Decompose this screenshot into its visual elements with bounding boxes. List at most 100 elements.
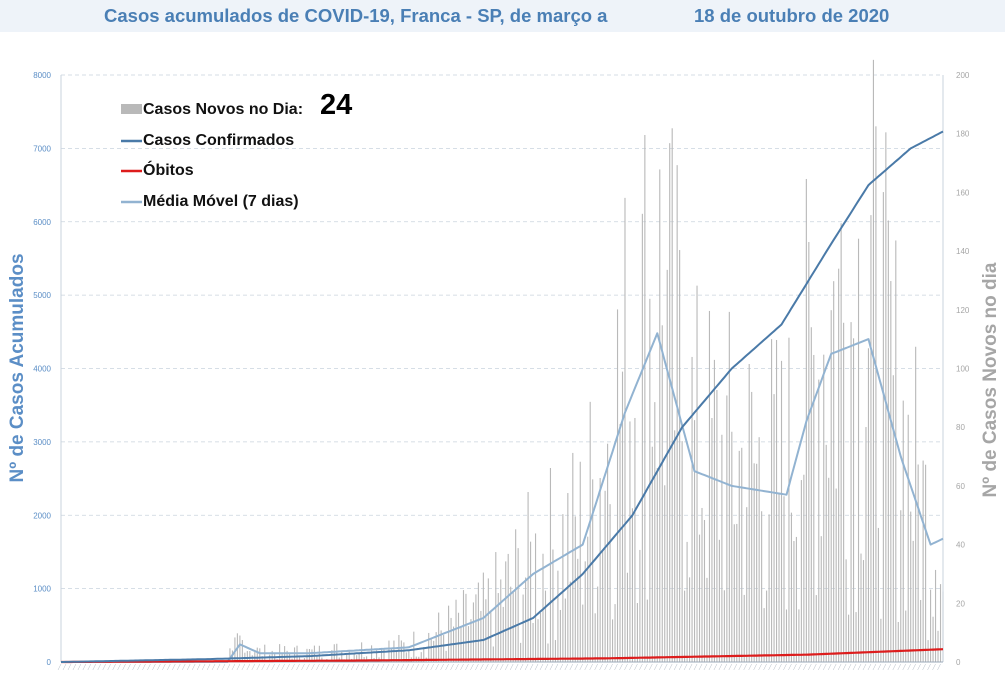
x-tick	[365, 663, 370, 671]
new-cases-bar	[318, 645, 320, 662]
new-cases-bar	[597, 586, 599, 662]
new-cases-bar	[840, 223, 842, 662]
x-tick	[852, 663, 857, 671]
new-cases-bar	[559, 609, 561, 662]
new-cases-bar	[413, 631, 415, 662]
new-cases-bar	[912, 540, 914, 662]
x-tick	[470, 663, 474, 671]
new-cases-bar	[800, 480, 802, 662]
right-axis-title: Nº de Casos Novos no dia	[980, 262, 1001, 497]
right-tick-label: 200	[956, 71, 970, 80]
x-tick	[415, 663, 419, 671]
x-tick	[604, 663, 608, 671]
grid-lines	[61, 74, 943, 590]
new-cases-bar	[746, 507, 748, 662]
x-tick	[723, 663, 728, 671]
new-cases-bar	[438, 612, 440, 662]
new-cases-bar	[815, 595, 817, 662]
new-cases-bar	[865, 427, 867, 662]
new-cases-bar	[711, 418, 713, 662]
new-cases-bar	[599, 478, 601, 662]
x-tick	[226, 663, 231, 671]
new-cases-bar	[552, 549, 554, 662]
x-tick	[450, 663, 454, 671]
x-tick	[698, 663, 703, 671]
x-tick	[455, 663, 459, 671]
new-cases-bar	[838, 268, 840, 662]
new-cases-bar	[925, 464, 927, 662]
x-tick	[97, 663, 101, 671]
series-lines	[61, 130, 944, 664]
new-cases-bar	[848, 614, 850, 662]
x-tick	[77, 663, 82, 671]
new-cases-bar	[905, 610, 907, 662]
new-cases-bar	[246, 651, 248, 662]
new-cases-bar	[430, 638, 432, 662]
right-tick-label: 140	[956, 247, 970, 256]
x-tick	[341, 663, 345, 671]
x-tick	[748, 663, 752, 671]
left-tick-label: 7000	[33, 144, 51, 153]
new-cases-bar	[828, 477, 830, 662]
x-tick	[480, 663, 484, 671]
x-tick	[549, 663, 554, 671]
x-tick	[624, 663, 628, 671]
x-tick	[162, 663, 166, 671]
x-tick	[67, 663, 72, 671]
new-cases-bar	[641, 213, 643, 662]
left-tick-label: 2000	[33, 511, 51, 520]
x-tick	[847, 663, 852, 671]
x-tick	[152, 663, 156, 671]
x-tick	[425, 663, 429, 671]
new-cases-bar	[395, 650, 397, 662]
new-cases-bar	[808, 242, 810, 662]
x-tick	[544, 663, 549, 671]
new-cases-bar	[497, 593, 499, 662]
new-cases-bar	[569, 581, 571, 662]
x-tick	[495, 663, 499, 671]
x-tick	[778, 663, 782, 671]
new-cases-bar	[867, 348, 870, 662]
left-tick-label: 8000	[33, 71, 51, 80]
new-cases-bar	[654, 402, 656, 662]
right-tick-label: 160	[956, 188, 970, 197]
new-cases-bar	[651, 446, 653, 662]
x-tick	[395, 663, 400, 671]
right-tick-label: 20	[956, 599, 965, 608]
left-tick-label: 4000	[33, 365, 51, 374]
x-tick	[877, 663, 882, 671]
new-cases-bar	[614, 604, 616, 662]
new-cases-bar	[594, 613, 596, 662]
new-cases-bar	[450, 617, 452, 662]
x-tick	[246, 663, 251, 671]
new-cases-bar	[823, 354, 825, 662]
new-cases-bar	[612, 619, 614, 662]
x-tick	[902, 663, 906, 671]
new-cases-bar	[813, 354, 815, 662]
new-cases-bar	[741, 447, 743, 662]
new-cases-bar	[604, 490, 606, 662]
x-tick	[221, 663, 226, 671]
new-cases-bar	[895, 240, 897, 663]
new-cases-bar	[756, 463, 758, 662]
x-tick	[82, 663, 87, 671]
new-cases-bar	[721, 434, 723, 662]
new-cases-bar	[579, 461, 581, 662]
new-cases-bar	[810, 327, 812, 662]
new-cases-bar	[544, 590, 547, 662]
new-cases-bar	[527, 492, 529, 662]
x-tick	[927, 663, 931, 671]
new-cases-bar	[689, 577, 691, 662]
new-cases-bar	[530, 541, 532, 662]
new-cases-bar	[681, 441, 683, 662]
x-tick	[514, 663, 519, 671]
x-tick	[211, 663, 216, 671]
x-tick	[236, 663, 241, 671]
legend-new-cases: Casos Novos no Dia:	[143, 101, 304, 118]
x-tick	[534, 663, 539, 671]
new-cases-bar	[910, 511, 912, 662]
new-cases-bar	[736, 523, 738, 662]
x-tick	[385, 663, 390, 671]
new-cases-bar	[634, 417, 636, 662]
new-cases-bar	[341, 650, 343, 662]
